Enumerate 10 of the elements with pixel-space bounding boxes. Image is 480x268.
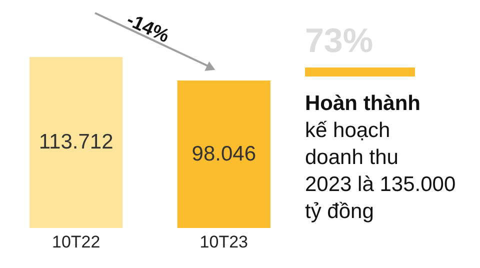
data-label: 98.046 (192, 142, 256, 166)
text: kế hoạch (305, 119, 390, 142)
text: doanh thu (305, 146, 398, 169)
x-tick-label: 10T23 (200, 232, 248, 252)
text: -14% (123, 10, 172, 48)
text: Hoàn thành (305, 92, 420, 115)
x-tick-label: 10T22 (52, 232, 100, 252)
text: 2023 là 135.000 (305, 173, 456, 196)
text: tỷ đồng (305, 200, 374, 223)
data-label: 113.712 (38, 130, 114, 154)
